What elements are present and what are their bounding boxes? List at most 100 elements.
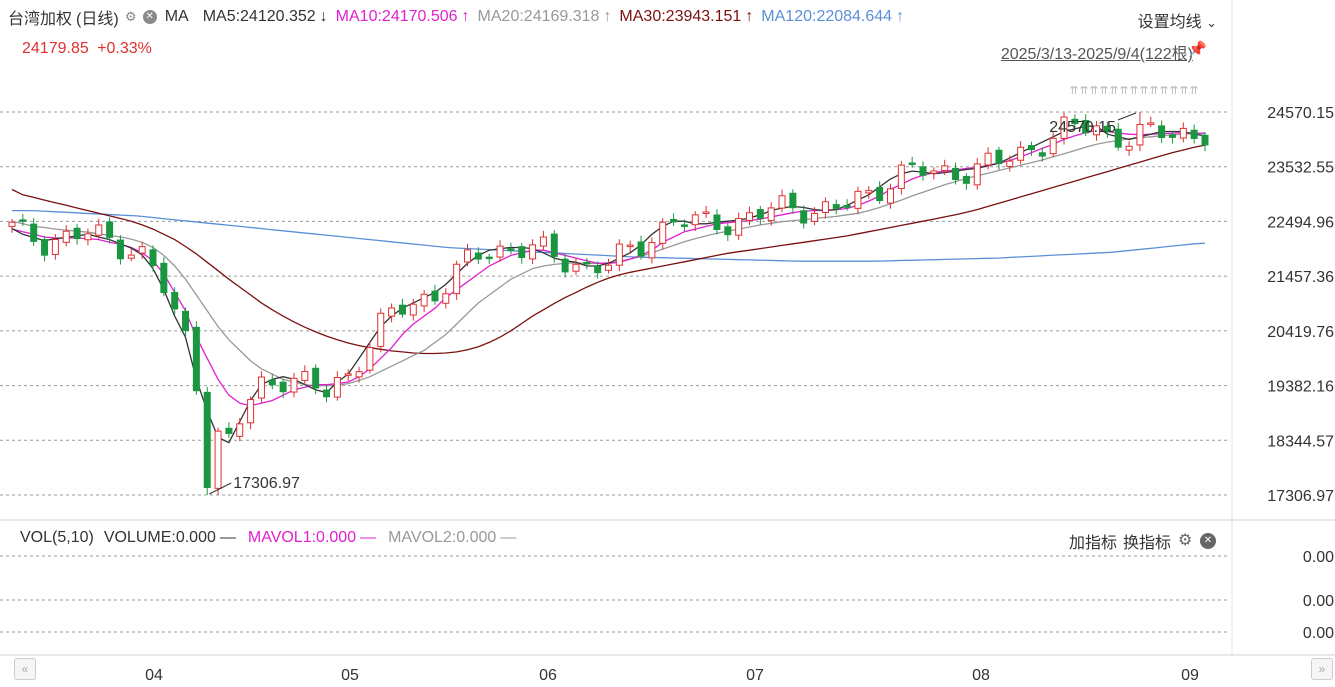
candle-body (865, 190, 873, 194)
gear-icon[interactable]: ⚙ (124, 9, 137, 24)
y-tick-label: 23532.55 (1267, 160, 1334, 177)
up-arrow-icon: ⇈ (1109, 84, 1118, 97)
indicator-name: MA (164, 8, 189, 25)
candle-body (518, 246, 526, 259)
candle-body (691, 214, 699, 226)
candle-body (116, 239, 124, 260)
ma10-value: MA10:24170.506 (335, 8, 458, 25)
mavol1-value: MAVOL1:0.000 (247, 529, 357, 546)
candle-body (778, 195, 786, 209)
y-tick-label: 20419.76 (1267, 324, 1334, 341)
volume-header: VOL(5,10) VOLUME:0.000 — MAVOL1:0.000 — … (20, 529, 526, 547)
x-tick-label: 07 (746, 667, 764, 684)
y-axis-labels: 24570.15 23532.55 22494.96 21457.36 20419.76… (1267, 105, 1334, 505)
candle-body (724, 226, 732, 236)
candle-body (962, 175, 970, 184)
candle-body (138, 246, 146, 254)
candle-body (160, 262, 168, 294)
candle-body (1093, 125, 1101, 136)
pin-icon[interactable]: 📌 (1188, 41, 1207, 58)
candle-body (539, 236, 547, 247)
candle-body (821, 201, 829, 214)
candle-body (431, 290, 439, 302)
y-tick-label: 19382.16 (1267, 379, 1334, 396)
add-indicator-button[interactable]: 加指标 (1068, 535, 1117, 552)
candle-body (605, 264, 612, 271)
period-label: (日线) (76, 11, 119, 28)
y-tick-label: 21457.36 (1267, 269, 1334, 286)
candle-body (572, 263, 580, 272)
candle-body (594, 265, 602, 274)
candle-body (1038, 152, 1046, 157)
candle-body (464, 249, 472, 263)
candle-body (1114, 128, 1122, 148)
candle-body (1006, 160, 1014, 167)
candle-body (225, 427, 233, 434)
candle-body (398, 304, 406, 315)
ma20-value: MA20:24169.318 (477, 8, 600, 25)
candle-body (919, 166, 927, 176)
candle-body (323, 389, 331, 398)
candle-body (908, 162, 916, 166)
high-marker-line (1117, 112, 1137, 121)
candle-body (995, 149, 1003, 165)
candle-body (854, 190, 862, 209)
candle-body (1017, 146, 1025, 161)
volume-y-tick-label: 0.00 (1303, 625, 1334, 642)
vol-label: VOL(5,10) (20, 529, 94, 546)
candle-body (756, 209, 764, 219)
candle-body (106, 221, 114, 238)
candle-body (236, 423, 244, 437)
last-price: 24179.85 +0.33% (22, 40, 152, 58)
candlesticks (8, 112, 1209, 495)
x-tick-label: 08 (972, 667, 990, 684)
up-arrow-icon: ⇈ (1119, 84, 1128, 97)
candle-body (767, 207, 775, 222)
up-arrow-icon: ⇈ (1079, 84, 1088, 97)
candle-body (388, 307, 396, 317)
candle-body (420, 293, 428, 307)
date-range-label[interactable]: 2025/3/13-2025/9/4(122根) (1000, 46, 1193, 63)
candle-body (355, 371, 363, 378)
ma120-arrow: ↑ (896, 8, 905, 25)
volume-y-tick-label: 0.00 (1303, 593, 1334, 610)
y-tick-label: 17306.97 (1267, 488, 1334, 505)
candle-body (409, 303, 417, 316)
mavol1-dash: — (360, 529, 377, 546)
gear-icon[interactable]: ⚙ (1178, 532, 1193, 549)
up-arrow-icon: ⇈ (1139, 84, 1148, 97)
last-price-value: 24179.85 (22, 40, 89, 57)
candle-body (1103, 125, 1111, 133)
candle-body (832, 204, 840, 209)
candle-body (279, 381, 287, 393)
close-icon[interactable]: ✕ (142, 10, 157, 24)
scroll-right-button[interactable]: » (1311, 658, 1333, 680)
candle-body (930, 170, 938, 174)
candle-body (1125, 145, 1133, 151)
volume-dash: — (219, 529, 236, 546)
candle-body (485, 256, 493, 260)
candle-body (203, 391, 211, 488)
scroll-left-button[interactable]: « (14, 658, 36, 680)
candle-body (1071, 118, 1079, 125)
x-tick-label: 04 (145, 667, 163, 684)
candle-body (800, 210, 808, 224)
candle-body (171, 291, 179, 310)
candle-body (366, 346, 374, 371)
high-low-markers: 17306.97 24570.15 (208, 112, 1137, 495)
candle-body (615, 243, 623, 266)
candle-body (1027, 145, 1035, 151)
candle-body (1190, 129, 1198, 139)
close-icon[interactable]: ✕ (1200, 533, 1216, 549)
candle-body (30, 223, 38, 242)
candle-body (680, 224, 688, 227)
candle-body (626, 244, 634, 248)
candle-body (745, 212, 753, 221)
candle-body (637, 241, 645, 257)
chevron-down-icon: ⌄ (1206, 15, 1217, 30)
x-tick-label: 09 (1181, 667, 1199, 684)
mavol2-dash: — (500, 529, 517, 546)
switch-indicator-button[interactable]: 换指标 (1122, 535, 1171, 552)
ma-settings-button[interactable]: 设置均线 ⌄ (1138, 8, 1217, 32)
